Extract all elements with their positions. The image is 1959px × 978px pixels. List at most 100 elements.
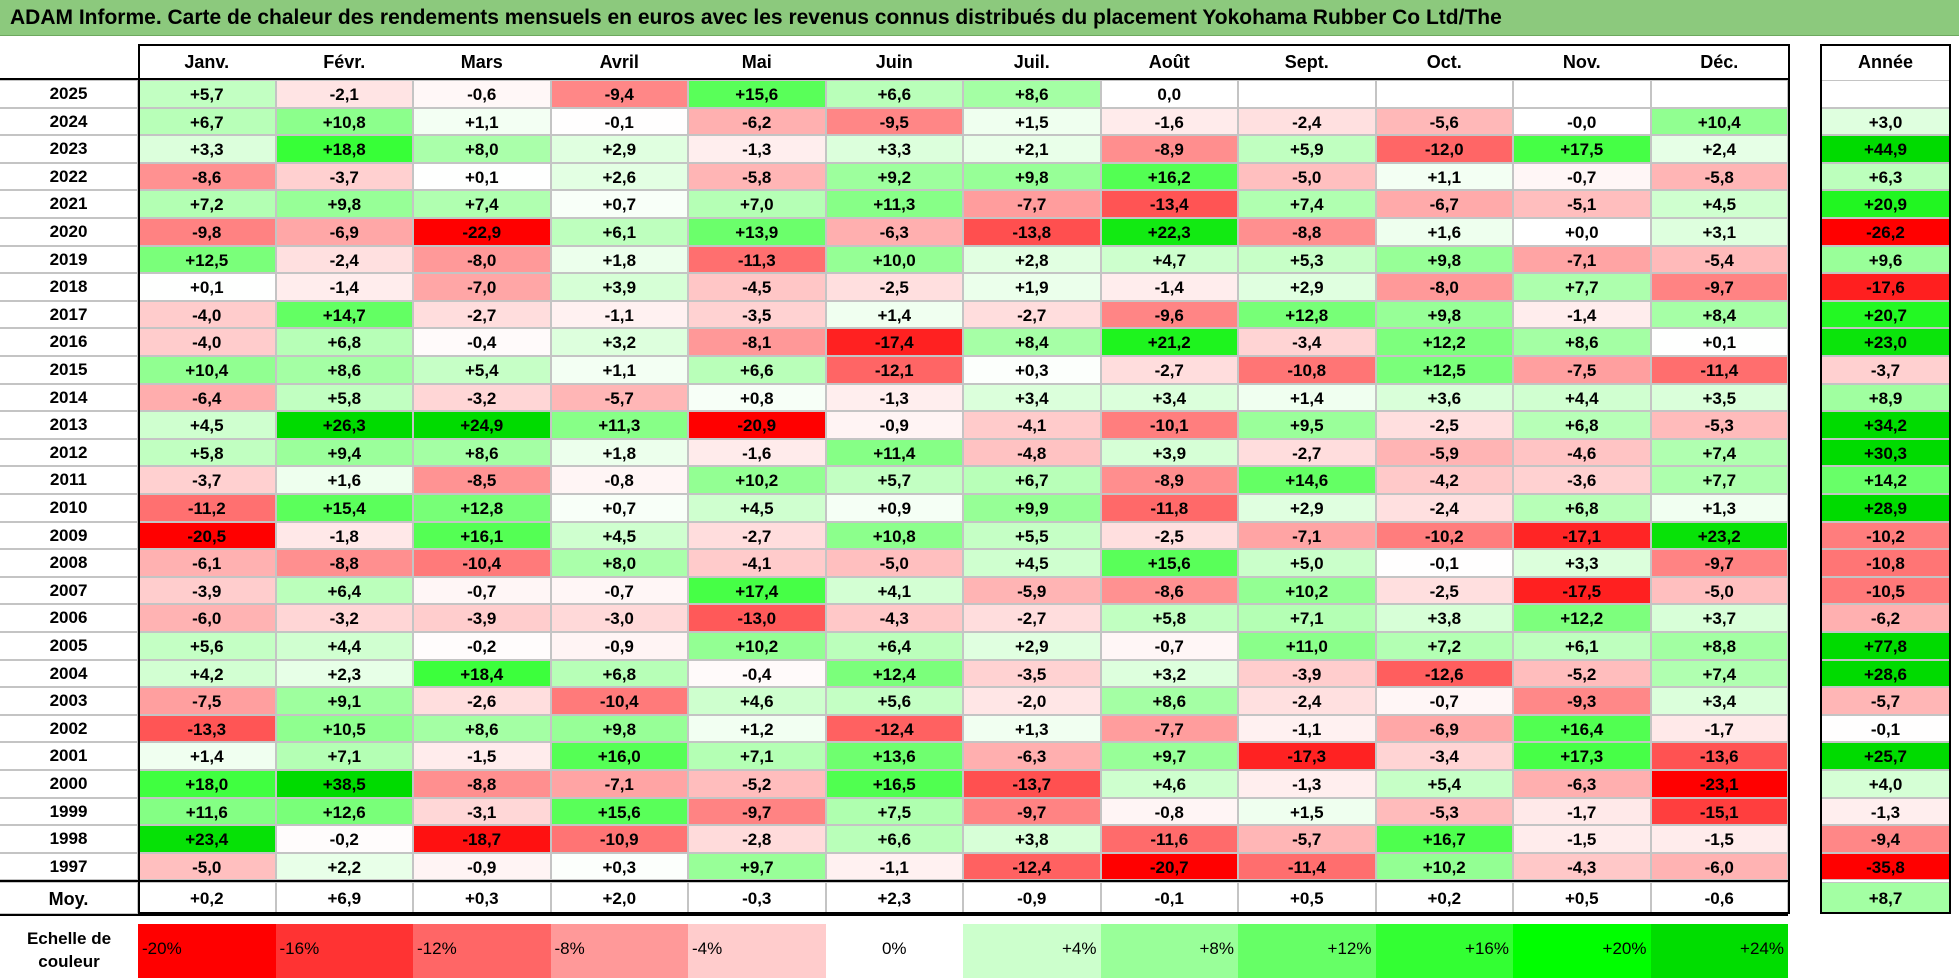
heatmap-cell: +5,8 <box>138 438 276 467</box>
heatmap-cell: +16,2 <box>1100 162 1238 191</box>
heatmap-cell: -1,3 <box>825 383 963 412</box>
heatmap-cell: -12,4 <box>825 714 963 743</box>
row-year-label: 1997 <box>0 852 138 881</box>
heatmap-cell: +9,8 <box>963 162 1101 191</box>
heatmap-cell: -2,4 <box>1238 107 1376 136</box>
heatmap-cell: -0,8 <box>1100 797 1238 826</box>
heatmap-cell: +8,0 <box>550 549 688 577</box>
heatmap-cell: +16,7 <box>1375 825 1513 853</box>
heatmap-cell: +9,8 <box>1375 245 1513 274</box>
heatmap-cell: +6,7 <box>138 107 276 136</box>
heatmap-cell: +12,6 <box>275 797 413 826</box>
heatmap-cell: -6,9 <box>275 218 413 246</box>
heatmap-cell <box>1375 80 1513 108</box>
heatmap-cell: +14,6 <box>1238 466 1376 494</box>
heatmap-cell: +3,9 <box>1100 438 1238 467</box>
annual-cell: +23,0 <box>1820 328 1951 356</box>
scale-swatch: +16% <box>1375 924 1513 978</box>
heatmap-cell: -5,6 <box>1375 107 1513 136</box>
heatmap-cell: -5,8 <box>688 162 826 191</box>
row-year-label: 2025 <box>0 80 138 108</box>
average-cell: +2,0 <box>550 882 688 914</box>
heatmap-cell: +2,9 <box>963 632 1101 660</box>
heatmap-cell: +3,6 <box>1375 383 1513 412</box>
row-year-label: 1999 <box>0 797 138 826</box>
row-year-label: 2006 <box>0 604 138 632</box>
scale-swatch: -4% <box>688 924 826 978</box>
row-year-label: 2004 <box>0 659 138 688</box>
heatmap-cell: -9,7 <box>1650 549 1788 577</box>
heatmap-cell: +0,3 <box>963 356 1101 384</box>
heatmap-cell: +26,3 <box>275 411 413 439</box>
heatmap-cell: +13,9 <box>688 218 826 246</box>
heatmap-cell: -0,2 <box>275 825 413 853</box>
heatmap-cell: +3,3 <box>1513 549 1651 577</box>
heatmap-cell: -0,9 <box>413 852 551 881</box>
heatmap-cell: +5,6 <box>825 687 963 715</box>
column-header-8: Sept. <box>1284 52 1329 72</box>
heatmap-cell: +14,7 <box>275 300 413 329</box>
heatmap-cell: +0,0 <box>1513 218 1651 246</box>
heatmap-cell: +4,4 <box>275 632 413 660</box>
heatmap-cell: -20,5 <box>138 521 276 550</box>
heatmap-cell: +9,9 <box>963 494 1101 522</box>
heatmap-cell: +17,3 <box>1513 742 1651 770</box>
heatmap-cell: -1,7 <box>1650 714 1788 743</box>
heatmap-cell: +1,6 <box>275 466 413 494</box>
heatmap-cell: -2,0 <box>963 687 1101 715</box>
heatmap-cell: +4,4 <box>1513 383 1651 412</box>
annual-cell: -17,6 <box>1820 273 1951 301</box>
heatmap-cell: +6,8 <box>1513 411 1651 439</box>
heatmap-cell: +6,1 <box>550 218 688 246</box>
annual-cell: -10,2 <box>1820 521 1951 550</box>
annual-cell: +20,7 <box>1820 300 1951 329</box>
heatmap-cell: +2,6 <box>550 162 688 191</box>
annual-cell: +28,6 <box>1820 659 1951 688</box>
heatmap-cell: +18,0 <box>138 770 276 798</box>
heatmap-cell: +7,1 <box>688 742 826 770</box>
heatmap-cell: +1,5 <box>1238 797 1376 826</box>
heatmap-cell: -5,9 <box>1375 438 1513 467</box>
heatmap-cell: +12,2 <box>1513 604 1651 632</box>
heatmap-cell: -3,5 <box>688 300 826 329</box>
heatmap-cell: -4,5 <box>688 273 826 301</box>
heatmap-cell: -3,4 <box>1238 328 1376 356</box>
heatmap-cell: -8,9 <box>1100 135 1238 163</box>
row-year-label: 2020 <box>0 218 138 246</box>
heatmap-cell: -1,4 <box>1513 300 1651 329</box>
heatmap-cell: -12,6 <box>1375 659 1513 688</box>
scale-swatch: -8% <box>550 924 688 978</box>
heatmap-cell: +8,6 <box>275 356 413 384</box>
heatmap-cell: +1,8 <box>550 438 688 467</box>
heatmap-cell: -23,1 <box>1650 770 1788 798</box>
heatmap-cell: -1,3 <box>1238 770 1376 798</box>
heatmap-cell: -0,7 <box>1100 632 1238 660</box>
heatmap-cell: +13,6 <box>825 742 963 770</box>
heatmap-cell: +12,5 <box>1375 356 1513 384</box>
average-annual-cell: +8,7 <box>1820 882 1951 914</box>
heatmap-cell: -5,8 <box>1650 162 1788 191</box>
heatmap-cell: -3,5 <box>963 659 1101 688</box>
heatmap-cell: +4,5 <box>1650 190 1788 218</box>
heatmap-cell: -2,4 <box>1375 494 1513 522</box>
row-year-label: 2001 <box>0 742 138 770</box>
heatmap-cell: +38,5 <box>275 770 413 798</box>
heatmap-cell: +15,4 <box>275 494 413 522</box>
heatmap-cell: -0,7 <box>1375 687 1513 715</box>
row-year-label: 2010 <box>0 494 138 522</box>
average-cell: -0,6 <box>1650 882 1788 914</box>
heatmap-cell: -6,9 <box>1375 714 1513 743</box>
heatmap-cell: -2,5 <box>1375 411 1513 439</box>
heatmap-cell: -1,6 <box>1100 107 1238 136</box>
heatmap-cell: -4,1 <box>963 411 1101 439</box>
scale-swatch: 0% <box>825 924 963 978</box>
heatmap-cell: +18,4 <box>413 659 551 688</box>
heatmap-cell: -17,4 <box>825 328 963 356</box>
annual-cell: -1,3 <box>1820 797 1951 826</box>
heatmap-cell: +12,8 <box>1238 300 1376 329</box>
heatmap-cell: +6,1 <box>1513 632 1651 660</box>
heatmap-cell: -6,3 <box>963 742 1101 770</box>
heatmap-cell: +18,8 <box>275 135 413 163</box>
column-header-9: Oct. <box>1426 52 1462 72</box>
annual-cell: +25,7 <box>1820 742 1951 770</box>
